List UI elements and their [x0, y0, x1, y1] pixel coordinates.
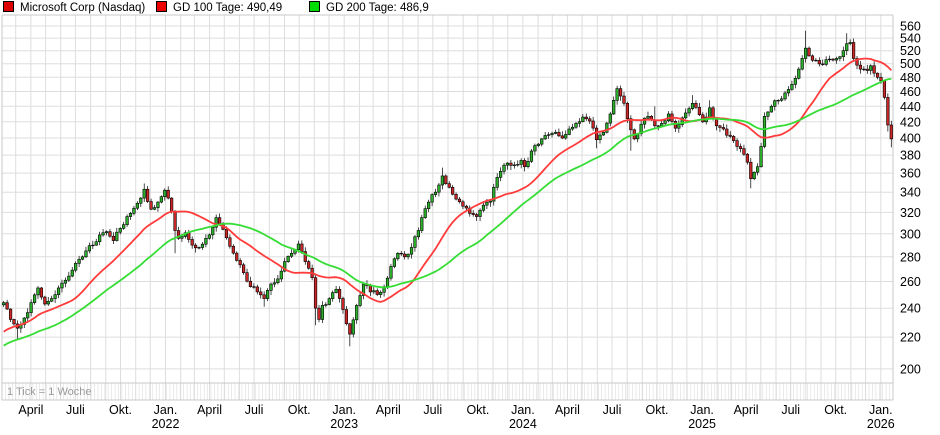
- gd200-swatch-icon: [309, 1, 320, 12]
- legend-label-gd100: GD 100 Tage: 490,49: [173, 2, 283, 14]
- svg-text:200: 200: [900, 362, 921, 376]
- svg-text:April: April: [555, 403, 580, 417]
- svg-text:Jan.: Jan.: [511, 403, 535, 417]
- svg-text:2026: 2026: [867, 417, 895, 431]
- svg-text:460: 460: [900, 85, 921, 99]
- legend-label-gd200: GD 200 Tage: 486,9: [326, 2, 429, 14]
- legend-item-instrument: Microsoft Corp (Nasdaq): [3, 1, 145, 16]
- instrument-swatch-icon: [3, 1, 14, 12]
- svg-text:April: April: [197, 403, 222, 417]
- svg-text:440: 440: [900, 100, 921, 114]
- svg-text:Jan.: Jan.: [869, 403, 893, 417]
- svg-text:Juli: Juli: [66, 403, 85, 417]
- svg-text:April: April: [376, 403, 401, 417]
- svg-text:540: 540: [900, 32, 921, 46]
- tick-interval-note: 1 Tick = 1 Woche: [7, 386, 92, 398]
- svg-text:340: 340: [900, 186, 921, 200]
- chart-legend: Microsoft Corp (Nasdaq) GD 100 Tage: 490…: [0, 0, 940, 17]
- svg-text:2024: 2024: [509, 417, 537, 431]
- svg-text:Juli: Juli: [245, 403, 264, 417]
- svg-text:Okt.: Okt.: [109, 403, 132, 417]
- legend-item-gd100: GD 100 Tage: 490,49: [156, 1, 282, 16]
- svg-text:380: 380: [900, 149, 921, 163]
- legend-label-instrument: Microsoft Corp (Nasdaq): [20, 2, 146, 14]
- svg-text:Juli: Juli: [781, 403, 800, 417]
- svg-text:560: 560: [900, 20, 921, 34]
- legend-item-gd200: GD 200 Tage: 486,9: [309, 1, 429, 16]
- svg-text:Jan.: Jan.: [332, 403, 356, 417]
- svg-text:220: 220: [900, 331, 921, 345]
- svg-text:Juli: Juli: [603, 403, 622, 417]
- svg-text:2025: 2025: [688, 417, 716, 431]
- svg-text:520: 520: [900, 44, 921, 58]
- svg-text:Juli: Juli: [423, 403, 442, 417]
- svg-text:Okt.: Okt.: [646, 403, 669, 417]
- svg-text:500: 500: [900, 57, 921, 71]
- svg-text:260: 260: [900, 275, 921, 289]
- svg-text:Okt.: Okt.: [824, 403, 847, 417]
- svg-text:320: 320: [900, 206, 921, 220]
- svg-text:Jan.: Jan.: [154, 403, 178, 417]
- svg-text:Okt.: Okt.: [466, 403, 489, 417]
- svg-text:Okt.: Okt.: [288, 403, 311, 417]
- svg-text:2022: 2022: [152, 417, 180, 431]
- svg-text:2023: 2023: [330, 417, 358, 431]
- svg-text:300: 300: [900, 227, 921, 241]
- svg-text:Jan.: Jan.: [690, 403, 714, 417]
- svg-text:April: April: [734, 403, 759, 417]
- svg-text:280: 280: [900, 250, 921, 264]
- svg-text:480: 480: [900, 71, 921, 85]
- svg-text:420: 420: [900, 115, 921, 129]
- gd100-swatch-icon: [156, 1, 167, 12]
- svg-text:240: 240: [900, 302, 921, 316]
- svg-text:April: April: [18, 403, 43, 417]
- svg-text:360: 360: [900, 167, 921, 181]
- svg-text:400: 400: [900, 132, 921, 146]
